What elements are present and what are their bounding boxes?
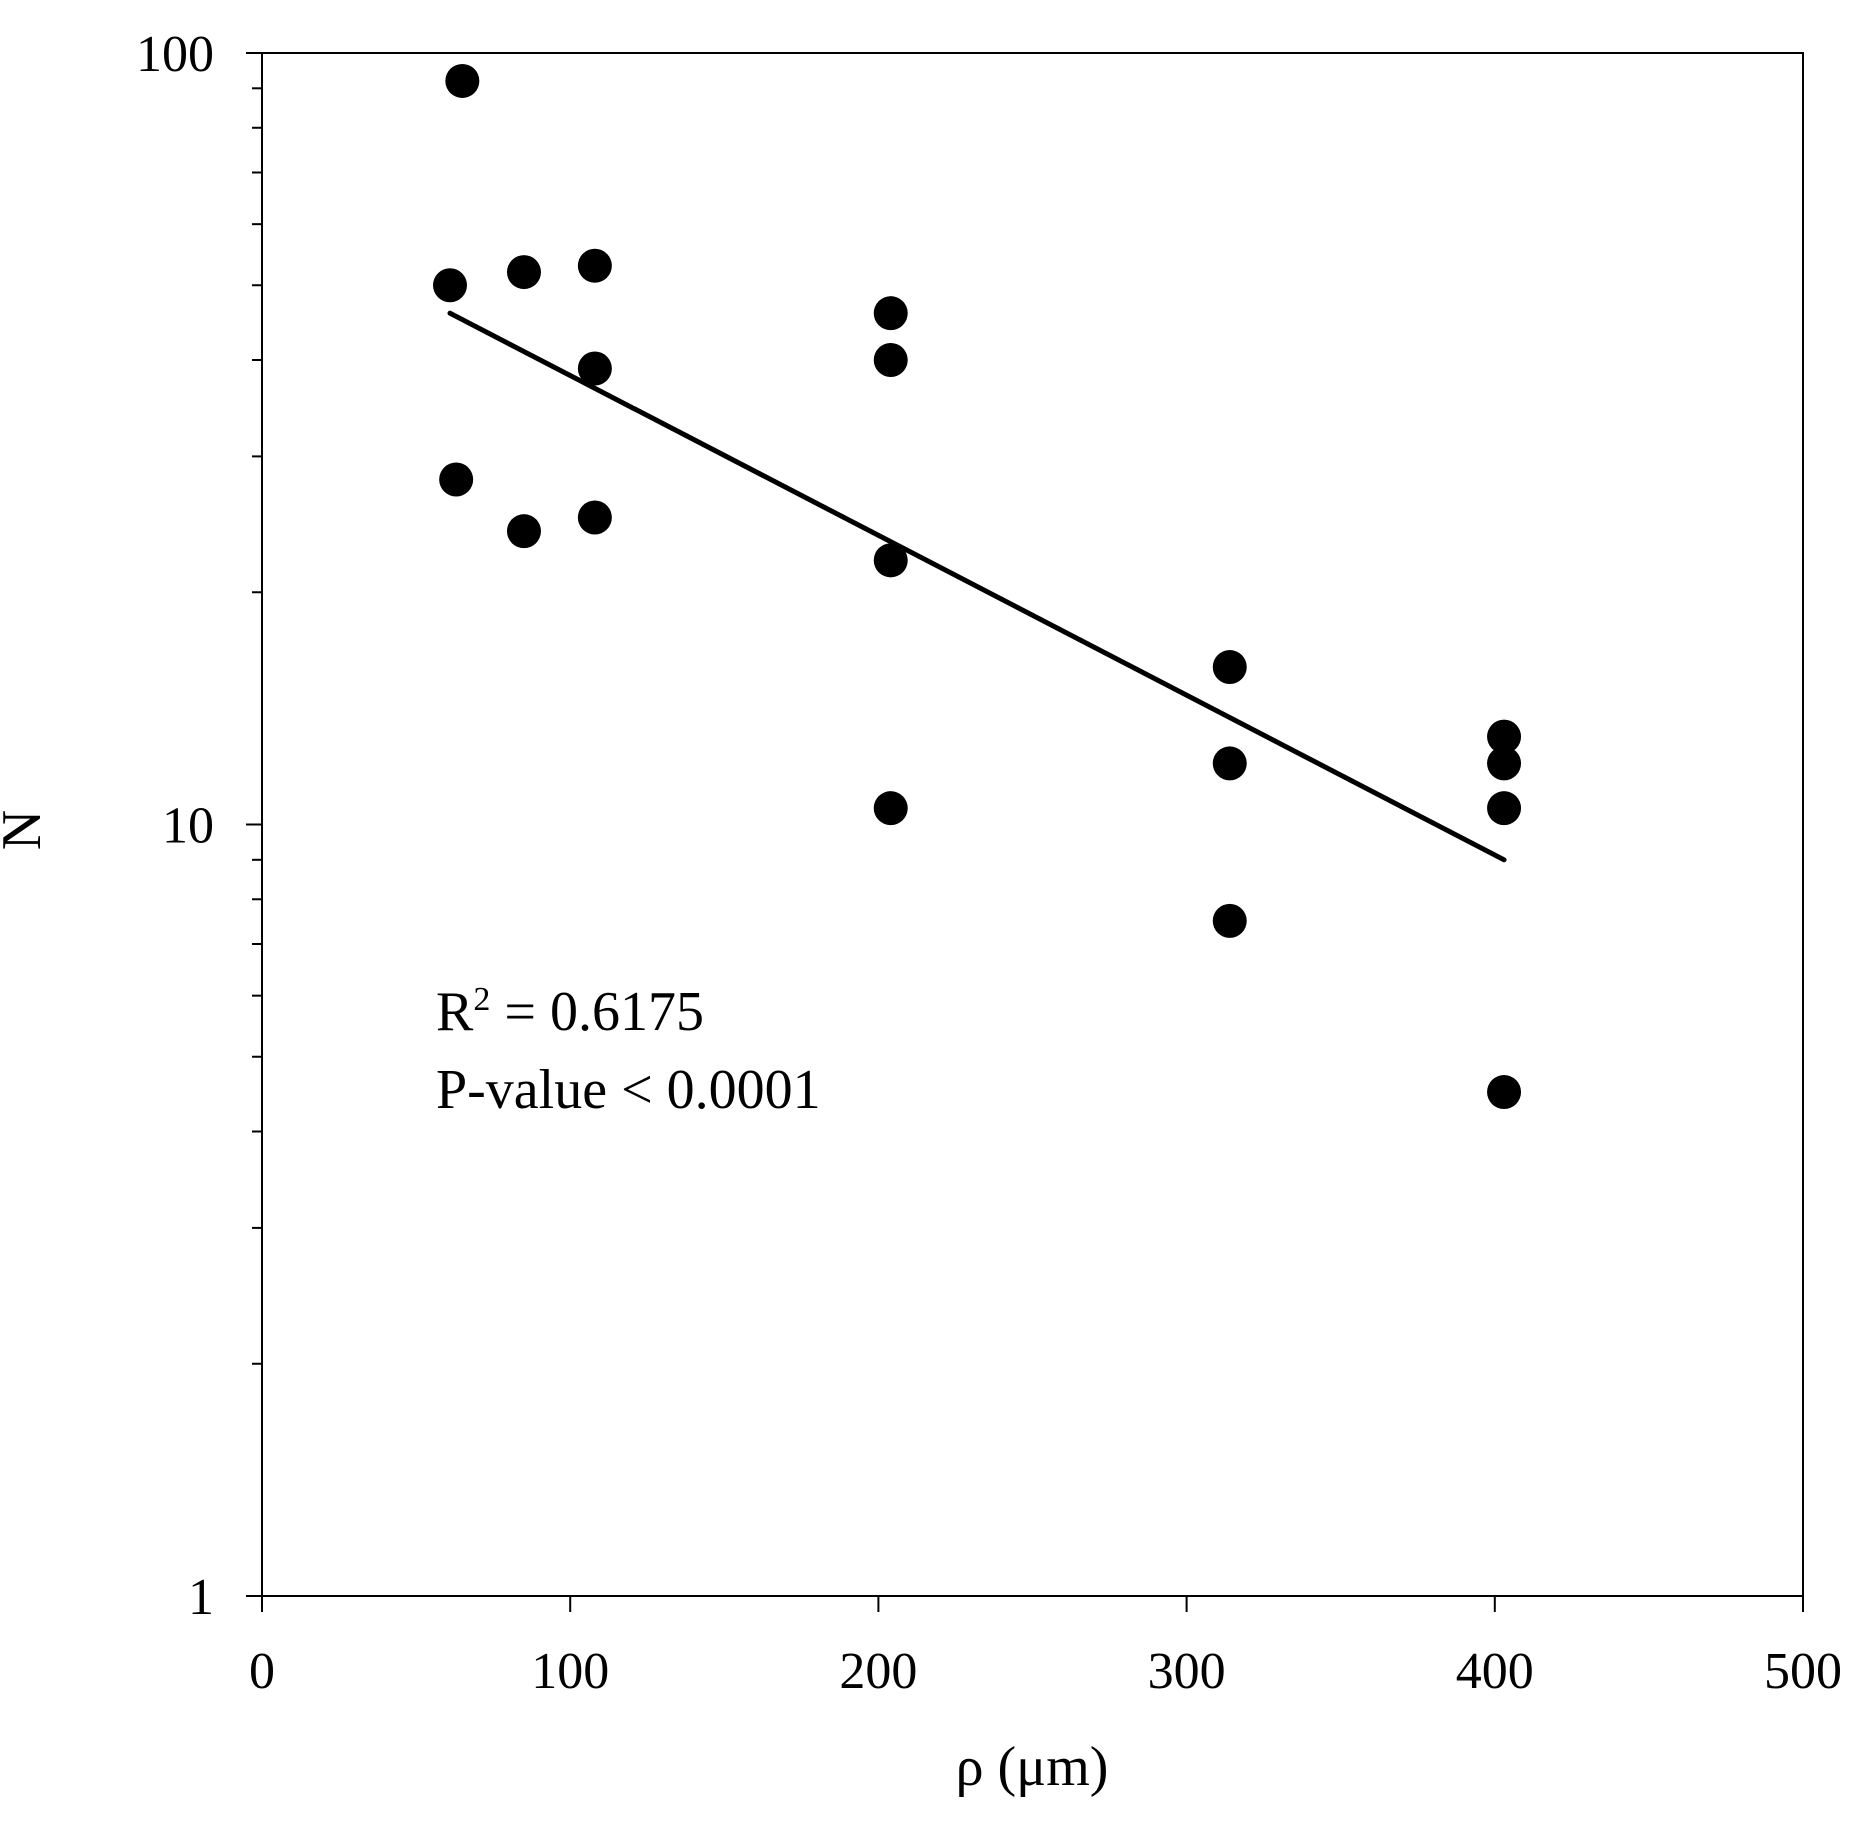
data-point: [873, 543, 908, 578]
x-tick-label: 500: [1764, 1643, 1842, 1700]
data-point: [1487, 791, 1522, 826]
data-point: [445, 63, 480, 98]
x-tick-label: 0: [249, 1643, 275, 1700]
data-point: [873, 343, 908, 378]
data-point: [577, 248, 612, 283]
r-squared-prefix: R: [436, 981, 474, 1043]
y-minor-ticks: [252, 87, 262, 1365]
data-point: [1212, 903, 1247, 938]
data-point: [1212, 650, 1247, 685]
x-tick-label: 200: [839, 1643, 917, 1700]
data-points: [433, 63, 1522, 1110]
y-tick-label: 1: [188, 1569, 214, 1626]
trendline: [447, 310, 1507, 863]
x-tick-label: 400: [1456, 1643, 1534, 1700]
data-point: [1212, 746, 1247, 781]
r-squared-value: = 0.6175: [490, 981, 704, 1043]
data-point: [1487, 719, 1522, 754]
y-tick-label: 10: [162, 798, 214, 855]
y-ticks: 1 10 100: [136, 26, 262, 1626]
plot-frame: [261, 52, 1804, 1597]
data-point: [433, 268, 468, 303]
r-squared-superscript: 2: [473, 981, 490, 1018]
x-tick-label: 300: [1148, 1643, 1226, 1700]
data-point: [506, 514, 541, 549]
p-value-annotation: P-value < 0.0001: [436, 1059, 821, 1121]
data-point: [873, 296, 908, 331]
x-tick-label: 100: [531, 1643, 609, 1700]
data-point: [1487, 1075, 1522, 1110]
x-ticks: 0 100 200 300 400 500: [249, 1596, 1842, 1700]
data-point: [577, 500, 612, 535]
data-point: [1487, 746, 1522, 781]
data-point: [873, 791, 908, 826]
y-tick-label: 100: [136, 26, 214, 83]
data-point: [506, 255, 541, 290]
data-point: [577, 351, 612, 386]
data-point: [439, 462, 474, 497]
r-squared-annotation: R2 = 0.6175: [436, 981, 704, 1043]
y-axis-label: N: [0, 810, 53, 850]
x-axis-label: ρ (μm): [956, 1736, 1109, 1798]
